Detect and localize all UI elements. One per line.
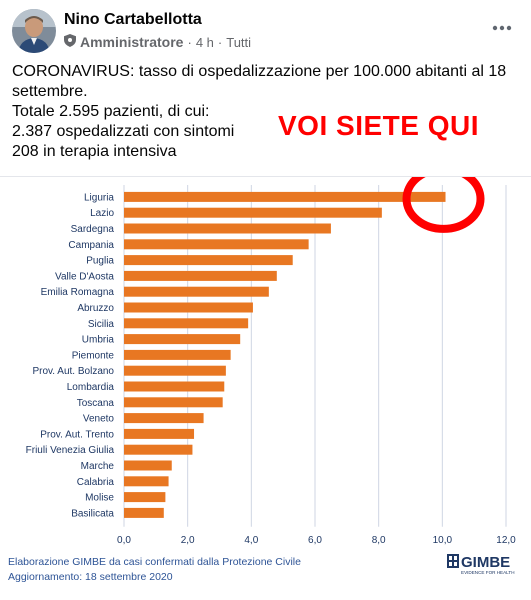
category-label: Veneto xyxy=(83,414,115,425)
meta-separator-2: · xyxy=(217,34,223,50)
bar xyxy=(124,255,293,266)
avatar[interactable] xyxy=(12,9,56,53)
bar xyxy=(124,507,164,518)
category-label: Lombardia xyxy=(67,382,115,393)
category-label: Calabria xyxy=(77,477,115,488)
bar xyxy=(124,286,269,297)
bar xyxy=(124,207,382,218)
more-options-button[interactable] xyxy=(485,16,519,40)
post-meta: Amministratore · 4 h · Tutti xyxy=(64,34,251,50)
x-tick-label: 0,0 xyxy=(117,535,131,546)
category-label: Sicilia xyxy=(88,319,115,330)
category-label: Toscana xyxy=(77,398,115,409)
post-audience[interactable]: Tutti xyxy=(226,34,252,50)
category-label: Molise xyxy=(85,493,114,504)
bar xyxy=(124,381,225,392)
author-name[interactable]: Nino Cartabellotta xyxy=(64,11,202,28)
chart-source: Elaborazione GIMBE da casi confermati da… xyxy=(8,555,301,585)
x-tick-label: 2,0 xyxy=(181,535,195,546)
post-header: Nino Cartabellotta Amministratore · 4 h … xyxy=(12,8,519,56)
bar xyxy=(124,349,231,360)
bar xyxy=(124,318,249,329)
bar xyxy=(124,492,166,503)
category-label: Umbria xyxy=(82,335,115,346)
category-label: Prov. Aut. Bolzano xyxy=(32,366,114,377)
bar xyxy=(124,413,204,424)
gimbe-logo: GIMBE EVIDENCE FOR HEALTH xyxy=(447,553,519,577)
category-label: Liguria xyxy=(84,192,114,203)
category-label: Basilicata xyxy=(71,508,114,519)
bar-chart: 0,0 2,0 4,0 6,0 8,0 10,0 12,0 Liguria Lazio Sarde… xyxy=(26,177,516,546)
x-tick-label: 12,0 xyxy=(496,535,516,546)
category-label: Marche xyxy=(81,461,115,472)
bar xyxy=(124,397,223,408)
category-label: Abruzzo xyxy=(77,303,114,314)
bar xyxy=(124,365,226,376)
category-label: Lazio xyxy=(90,208,114,219)
bar xyxy=(124,460,172,471)
category-label: Valle D'Aosta xyxy=(55,271,114,282)
bar xyxy=(124,191,446,202)
shield-icon xyxy=(64,34,76,50)
post-text-line: Totale 2.595 pazienti, di cui: xyxy=(12,103,210,120)
post-time[interactable]: 4 h xyxy=(195,34,214,50)
source-line: Elaborazione GIMBE da casi confermati da… xyxy=(8,556,301,568)
highlight-circle xyxy=(402,177,485,233)
author-role: Amministratore xyxy=(80,34,184,50)
post-text-line: settembre. xyxy=(12,83,88,100)
post-text-line: CORONAVIRUS: tasso di ospedalizzazione p… xyxy=(12,63,507,80)
chart-image[interactable]: 0,0 2,0 4,0 6,0 8,0 10,0 12,0 Liguria Lazio Sarde… xyxy=(0,176,531,600)
category-label: Puglia xyxy=(86,256,114,267)
post-text-line: 2.387 ospedalizzati con sintomi xyxy=(12,123,235,140)
bar xyxy=(124,476,169,487)
category-label: Sardegna xyxy=(71,224,115,235)
x-tick-label: 8,0 xyxy=(372,535,386,546)
bar xyxy=(124,428,195,439)
bar xyxy=(124,270,277,281)
bar xyxy=(124,239,309,250)
avatar-image xyxy=(12,9,56,53)
update-line: Aggiornamento: 18 settembre 2020 xyxy=(8,571,173,583)
post-text: CORONAVIRUS: tasso di ospedalizzazione p… xyxy=(12,62,517,162)
category-label: Campania xyxy=(68,240,114,251)
category-label: Emilia Romagna xyxy=(41,287,115,298)
bar xyxy=(124,223,331,234)
more-options-icon xyxy=(492,25,512,31)
x-tick-label: 4,0 xyxy=(244,535,258,546)
logo-text: GIMBE xyxy=(461,554,510,571)
bar xyxy=(124,334,241,345)
category-label: Friuli Venezia Giulia xyxy=(26,445,115,456)
category-label: Piemonte xyxy=(72,350,115,361)
x-tick-label: 10,0 xyxy=(433,535,453,546)
logo-tagline: EVIDENCE FOR HEALTH xyxy=(461,570,515,575)
bar xyxy=(124,444,193,455)
category-label: Prov. Aut. Trento xyxy=(40,429,114,440)
overlay-caption: VOI SIETE QUI xyxy=(278,110,479,141)
x-tick-label: 6,0 xyxy=(308,535,322,546)
bar xyxy=(124,302,253,313)
meta-separator: · xyxy=(187,34,192,50)
post-text-line: 208 in terapia intensiva xyxy=(12,143,177,160)
